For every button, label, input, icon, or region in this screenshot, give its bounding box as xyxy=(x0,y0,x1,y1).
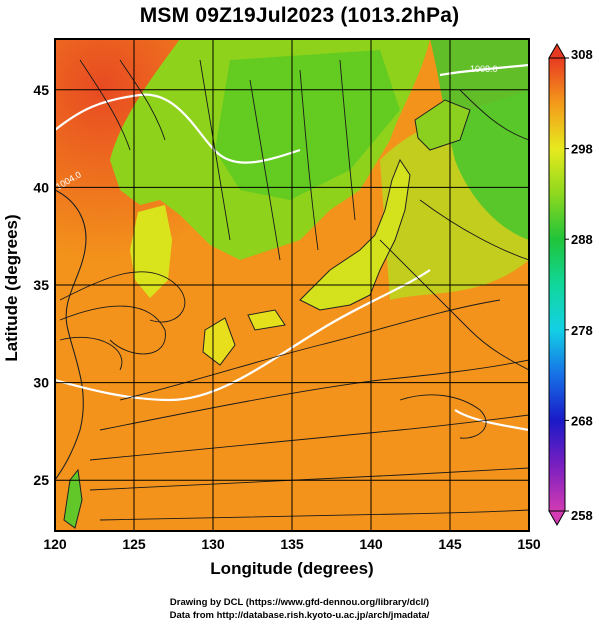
y-tick-label: 30 xyxy=(33,375,49,391)
x-tick-label: 125 xyxy=(122,536,146,552)
credit-data: Data from http://database.rish.kyoto-u.a… xyxy=(169,610,430,621)
contour-label: 1008.0 xyxy=(470,64,498,74)
streamline xyxy=(79,59,131,151)
isobar-line xyxy=(55,93,301,164)
streamline xyxy=(459,89,529,141)
streamline xyxy=(59,336,123,371)
kyushu-island xyxy=(202,317,236,366)
x-axis-label: Longitude (degrees) xyxy=(210,559,374,578)
hokkaido-island xyxy=(414,99,471,151)
colorbar-max-arrow xyxy=(548,42,566,59)
y-tick-label: 35 xyxy=(33,277,49,293)
streamline xyxy=(399,394,487,439)
x-tick-label: 140 xyxy=(359,536,383,552)
colorbar-ticks: 258 268 278 288 298 308 xyxy=(565,47,593,523)
streamline xyxy=(89,467,529,491)
streamline xyxy=(419,199,529,261)
shikoku-island xyxy=(247,309,286,331)
colorbar-tick-label: 278 xyxy=(571,323,593,338)
map-frame xyxy=(54,38,530,532)
isobar-line xyxy=(439,63,529,77)
y-tick-label: 25 xyxy=(33,472,49,488)
streamline xyxy=(119,59,166,141)
x-tick-label: 150 xyxy=(517,536,541,552)
streamline xyxy=(299,69,319,251)
colorbar-min-arrow xyxy=(548,510,566,527)
x-tick-label: 145 xyxy=(438,536,462,552)
x-tick-label: 130 xyxy=(201,536,225,552)
x-axis-ticks: 120 125 130 135 140 145 150 xyxy=(43,536,541,552)
streamline xyxy=(59,271,186,323)
honshu-island xyxy=(299,158,411,311)
map-title: MSM 09Z19Jul2023 (1013.2hPa) xyxy=(139,4,460,27)
credit-drawing: Drawing by DCL (https://www.gfd-dennou.o… xyxy=(169,597,430,608)
colorbar-tick-label: 308 xyxy=(571,47,593,62)
streamline xyxy=(99,359,529,431)
cold-sea-region xyxy=(430,39,529,240)
colorbar-tick-label: 298 xyxy=(571,142,593,157)
y-tick-label: 40 xyxy=(33,179,49,195)
colorbar-tick-label: 268 xyxy=(571,413,593,428)
streamline xyxy=(339,59,356,221)
streamline xyxy=(379,239,529,371)
streamline xyxy=(99,509,529,521)
x-tick-label: 135 xyxy=(280,536,304,552)
colorbar-tick-label: 258 xyxy=(571,508,593,523)
colorbar: 258 268 278 288 298 308 xyxy=(548,42,593,527)
china-coastline xyxy=(55,189,87,481)
streamline xyxy=(249,79,281,261)
y-axis-ticks: 25 30 35 40 45 xyxy=(33,82,49,488)
x-tick-label: 120 xyxy=(43,536,67,552)
continent-green-core xyxy=(215,50,400,200)
isobar-line xyxy=(55,269,431,402)
colorbar-tick-label: 288 xyxy=(571,232,593,247)
streamline xyxy=(199,59,231,241)
isobar-line xyxy=(454,409,529,432)
taiwan-island xyxy=(63,468,83,529)
lat-lon-grid xyxy=(55,39,529,531)
colorbar-bar xyxy=(548,57,566,512)
streamline xyxy=(89,414,529,461)
y-tick-label: 45 xyxy=(33,82,49,98)
korea-peninsula xyxy=(130,205,172,298)
